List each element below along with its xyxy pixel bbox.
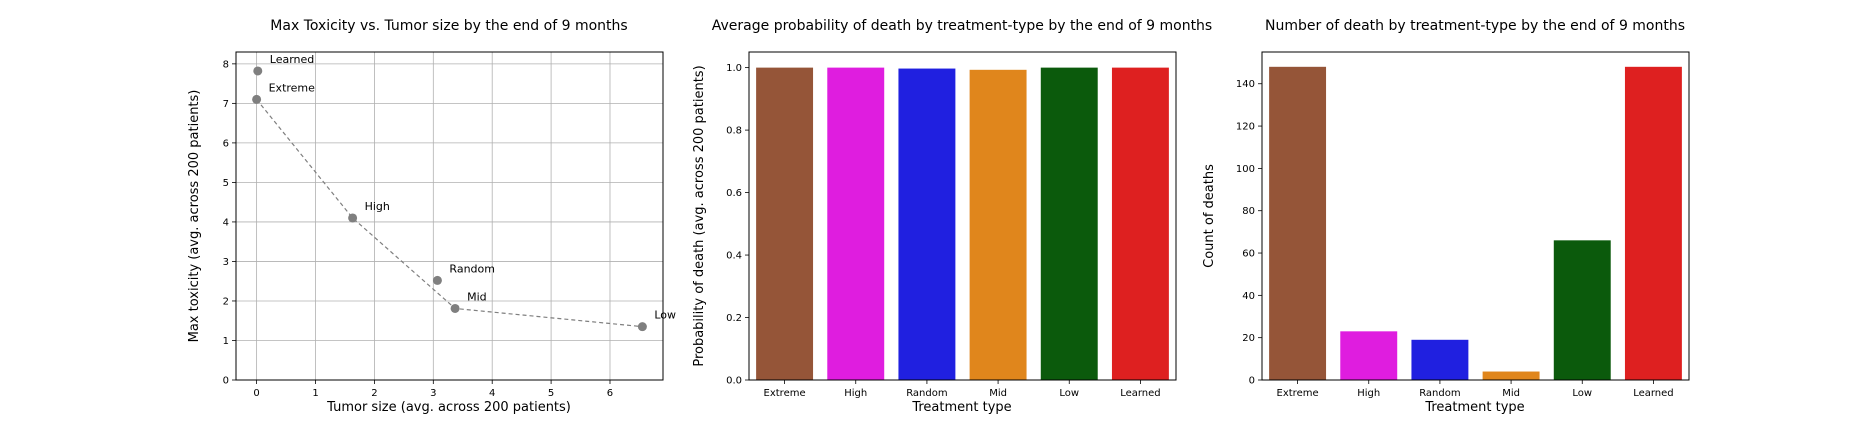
y-tick-label: 60 (1242, 249, 1255, 260)
chart2-ylabel: Probability of death (avg. across 200 pa… (692, 65, 707, 366)
x-tick-label: 1 (312, 388, 318, 399)
point-label: Low (654, 309, 676, 322)
y-tick-label: 5 (223, 178, 229, 189)
point-label: Learned (270, 53, 315, 66)
y-tick-label: 3 (223, 257, 229, 268)
chart1-xlabel: Tumor size (avg. across 200 patients) (326, 400, 571, 415)
death-count-bar-chart: Number of death by treatment-type by the… (1202, 18, 1690, 415)
y-tick-label: 0.0 (726, 376, 742, 387)
chart1-frame (235, 51, 664, 381)
x-tick-label: Mid (1502, 388, 1520, 399)
probability-bar-chart: Average probability of death by treatmen… (692, 18, 1212, 415)
bar (1340, 331, 1398, 380)
y-tick-label: 0 (1249, 376, 1255, 387)
point-label: Mid (467, 290, 487, 303)
chart2-title: Average probability of death by treatmen… (712, 18, 1212, 34)
x-tick-label: Learned (1633, 388, 1673, 399)
y-tick-label: 120 (1236, 122, 1255, 133)
scatter-point (348, 213, 358, 223)
bar (827, 67, 885, 380)
point-label: Extreme (269, 81, 316, 94)
chart3-xlabel: Treatment type (1424, 400, 1524, 415)
chart2-frame (748, 51, 1177, 381)
y-tick-label: 4 (223, 217, 229, 228)
y-tick-label: 140 (1236, 79, 1255, 90)
chart3-frame (1261, 51, 1690, 381)
chart1-title: Max Toxicity vs. Tumor size by the end o… (270, 18, 627, 34)
y-tick-label: 80 (1242, 206, 1255, 217)
bar (1482, 371, 1540, 380)
point-label: Random (449, 262, 495, 275)
bar (898, 68, 956, 381)
scatter-chart: Max Toxicity vs. Tumor size by the end o… (187, 18, 676, 415)
chart3-ylabel: Count of deaths (1202, 164, 1217, 268)
bar (756, 67, 814, 380)
scatter-point (432, 275, 442, 285)
x-tick-label: 5 (548, 388, 554, 399)
x-tick-label: Learned (1120, 388, 1160, 399)
x-tick-label: Low (1572, 388, 1592, 399)
x-tick-label: 4 (489, 388, 495, 399)
y-tick-label: 0.2 (726, 313, 742, 324)
x-tick-label: Extreme (1277, 388, 1319, 399)
point-label: High (365, 200, 390, 213)
y-tick-label: 1 (223, 336, 229, 347)
x-tick-label: 0 (253, 388, 259, 399)
y-tick-label: 2 (223, 296, 229, 307)
y-tick-label: 0 (223, 376, 229, 387)
bar (1111, 67, 1169, 380)
x-tick-label: Random (1419, 388, 1460, 399)
y-tick-label: 6 (223, 138, 229, 149)
bar (969, 69, 1027, 380)
bar (1040, 67, 1098, 380)
x-tick-label: 3 (430, 388, 436, 399)
x-tick-label: High (844, 388, 867, 399)
y-tick-label: 0.8 (726, 126, 742, 137)
y-tick-label: 1.0 (726, 63, 742, 74)
bar (1624, 66, 1682, 381)
chart1-ylabel: Max toxicity (avg. across 200 patients) (187, 90, 202, 343)
x-tick-label: Low (1059, 388, 1079, 399)
x-tick-label: High (1357, 388, 1380, 399)
scatter-point (252, 94, 262, 104)
scatter-point (637, 322, 647, 332)
y-tick-label: 100 (1236, 164, 1255, 175)
y-tick-label: 7 (223, 99, 229, 110)
frontier-line (256, 99, 643, 328)
bar (1553, 240, 1611, 380)
y-tick-label: 20 (1242, 333, 1255, 344)
chart3-title: Number of death by treatment-type by the… (1265, 18, 1685, 34)
scatter-point (450, 303, 460, 313)
chart2-xlabel: Treatment type (911, 400, 1011, 415)
x-tick-label: Random (906, 388, 947, 399)
scatter-point (253, 66, 263, 76)
x-tick-label: 2 (371, 388, 377, 399)
bar (1411, 339, 1469, 380)
x-tick-label: Mid (989, 388, 1007, 399)
y-tick-label: 40 (1242, 291, 1255, 302)
y-tick-label: 0.4 (726, 251, 742, 262)
x-tick-label: Extreme (764, 388, 806, 399)
x-tick-label: 6 (607, 388, 613, 399)
bar (1269, 66, 1327, 381)
y-tick-label: 8 (223, 59, 229, 70)
y-tick-label: 0.6 (726, 188, 742, 199)
